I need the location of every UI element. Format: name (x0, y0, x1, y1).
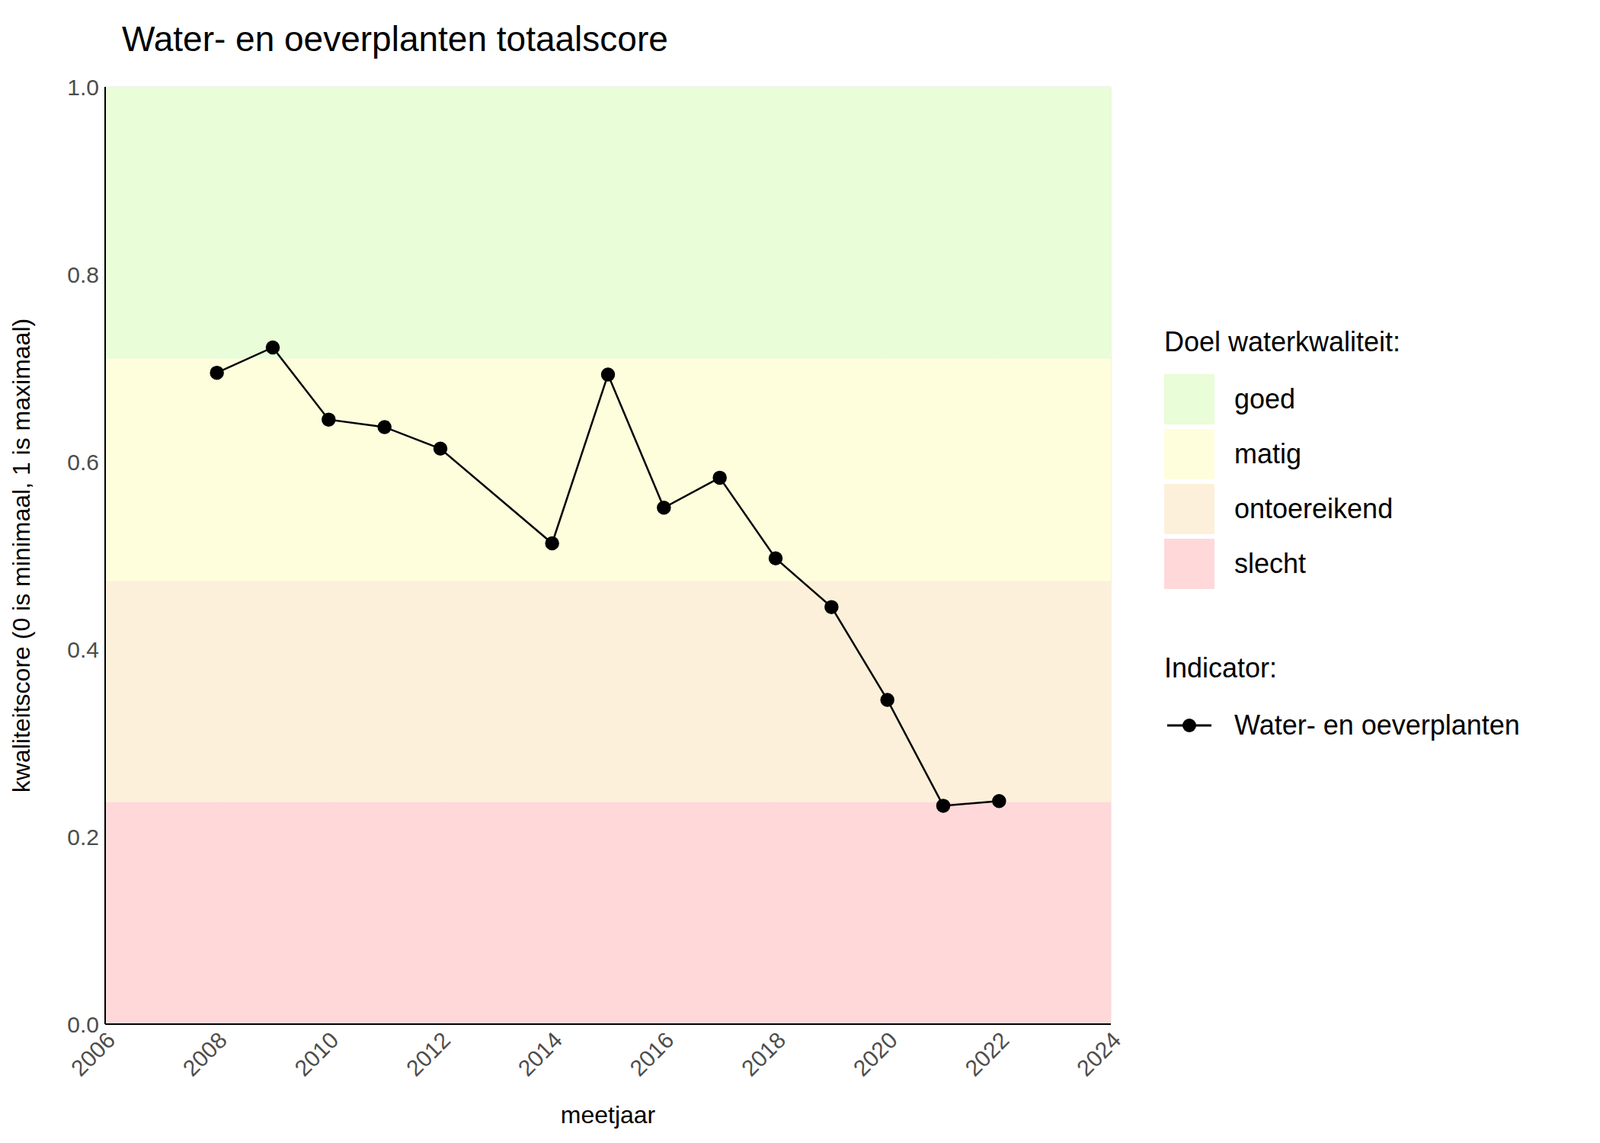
html-text:goed: goed (1234, 383, 1296, 415)
svg-text:2018: 2018 (736, 1027, 791, 1082)
svg-text:2024: 2024 (1072, 1027, 1127, 1082)
svg-text:0.4: 0.4 (67, 636, 100, 663)
html-text:ontoereikend: ontoereikend (1234, 492, 1393, 525)
html-text:matig: matig (1234, 438, 1302, 470)
html-text:Doel waterkwaliteit:: Doel waterkwaliteit: (1164, 326, 1401, 358)
svg-text:kwaliteitscore (0 is minimaal,: kwaliteitscore (0 is minimaal, 1 is maxi… (7, 318, 36, 793)
svg-text:2022: 2022 (960, 1027, 1015, 1082)
svg-text:2006: 2006 (66, 1027, 120, 1081)
svg-text:2016: 2016 (624, 1027, 679, 1082)
svg-text:0.6: 0.6 (67, 449, 100, 475)
svg-text:1.0: 1.0 (67, 79, 100, 100)
svg-text:0.8: 0.8 (67, 262, 100, 288)
svg-text:0.2: 0.2 (67, 824, 100, 850)
html-text:Water- en oeverplanten: Water- en oeverplanten (1234, 709, 1520, 741)
html-text:Indicator:: Indicator: (1164, 652, 1278, 684)
svg-text:0.0: 0.0 (67, 1011, 100, 1037)
svg-text:meetjaar: meetjaar (560, 1100, 656, 1129)
html-text:slecht: slecht (1234, 547, 1306, 580)
svg-text:2010: 2010 (289, 1027, 344, 1082)
svg-text:2014: 2014 (512, 1027, 567, 1082)
html-text:Water- en oeverplanten totaals: Water- en oeverplanten totaalscore (121, 19, 669, 59)
svg-text:2020: 2020 (848, 1027, 903, 1082)
svg-text:2008: 2008 (177, 1027, 232, 1082)
svg-text:2012: 2012 (401, 1027, 456, 1082)
